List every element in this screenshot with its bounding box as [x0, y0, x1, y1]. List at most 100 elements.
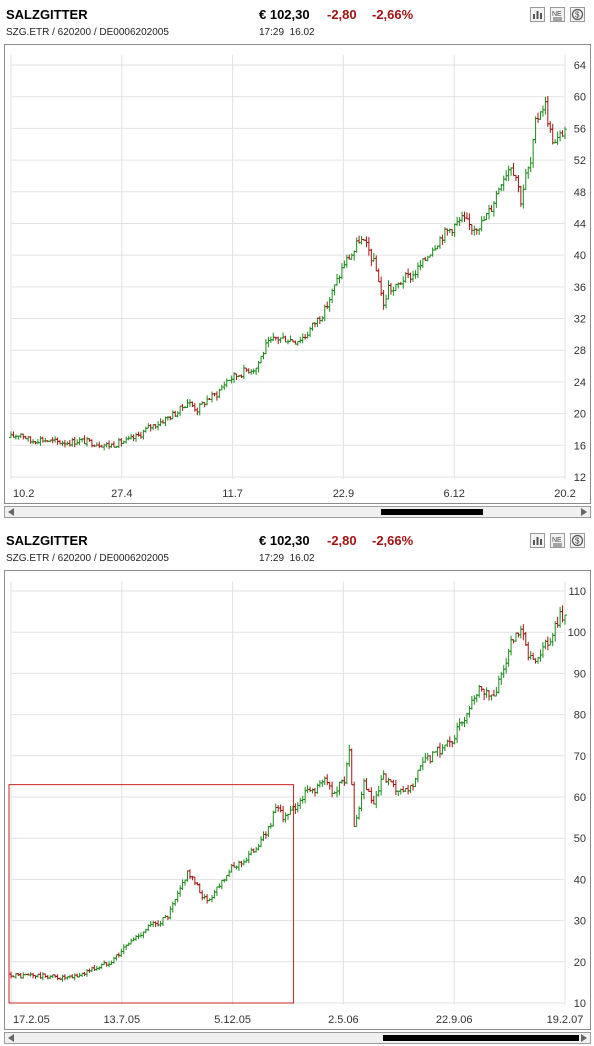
- ohlc-bar: [227, 869, 232, 877]
- ohlc-bar: [494, 686, 499, 697]
- ohlc-bar: [121, 944, 126, 955]
- ohlc-bar: [111, 441, 116, 448]
- ohlc-bar: [472, 225, 477, 236]
- y-tick-label: 10: [574, 998, 586, 1010]
- ohlc-bar: [374, 790, 379, 809]
- ohlc-bar: [131, 434, 136, 442]
- ohlc-bar: [361, 778, 366, 800]
- ohlc-bar: [540, 641, 545, 658]
- scroll-left-icon[interactable]: [6, 508, 16, 516]
- ohlc-bar: [335, 273, 340, 286]
- news-icon[interactable]: NE: [550, 533, 565, 548]
- ohlc-bar: [224, 874, 229, 882]
- scroll-right-icon[interactable]: [579, 508, 589, 516]
- y-tick-label: 20: [574, 409, 586, 421]
- scrollbar-thumb[interactable]: [383, 1035, 579, 1041]
- y-tick-label: 100: [568, 627, 586, 639]
- quote-date: 16.02: [289, 27, 315, 38]
- ohlc-bar: [322, 776, 327, 786]
- ohlc-bar: [496, 187, 501, 195]
- y-tick-label: 30: [574, 916, 586, 928]
- ohlc-bar: [170, 410, 175, 420]
- ohlc-bar: [43, 973, 48, 978]
- bar-chart-icon[interactable]: [530, 7, 545, 22]
- ohlc-bar: [263, 339, 268, 355]
- chart-scrollbar[interactable]: [4, 1032, 591, 1044]
- x-tick-label: 10.2: [13, 488, 34, 500]
- x-tick-label: 17.2.05: [13, 1014, 50, 1026]
- chart-scrollbar[interactable]: [4, 506, 591, 518]
- ohlc-bar: [553, 621, 558, 642]
- ohlc-bar: [337, 781, 342, 796]
- ohlc-bar: [75, 439, 80, 445]
- ohlc-bar: [491, 689, 496, 697]
- ohlc-bar: [349, 253, 354, 260]
- ohlc-bar: [151, 920, 156, 928]
- ohlc-bar: [60, 974, 65, 982]
- ohlc-bar: [72, 973, 77, 981]
- currency-icon[interactable]: $: [570, 7, 585, 22]
- ohlc-bar: [281, 332, 286, 339]
- ohlc-bar: [21, 972, 26, 979]
- scroll-right-icon[interactable]: [579, 1034, 589, 1042]
- ohlc-bar: [484, 687, 489, 698]
- ohlc-bar: [9, 971, 13, 979]
- ohlc-bar: [364, 236, 369, 248]
- quote-time-value: 17:29: [259, 553, 285, 564]
- ohlc-bar: [477, 228, 482, 236]
- ohlc-bar: [104, 442, 109, 448]
- ohlc-bar: [40, 972, 45, 981]
- y-tick-label: 32: [574, 314, 586, 326]
- price-change-percent: -2,66%: [372, 7, 414, 22]
- bar-chart-icon[interactable]: [530, 533, 545, 548]
- y-tick-label: 60: [574, 92, 586, 104]
- ohlc-bar: [354, 237, 359, 253]
- ohlc-bar: [249, 847, 254, 856]
- ohlc-bar: [440, 744, 445, 755]
- ohlc-bar: [369, 787, 374, 804]
- ohlc-bar: [295, 802, 300, 813]
- stock-identifiers: SZG.ETR / 620200 / DE0006202005: [6, 553, 169, 564]
- ohlc-bar: [55, 974, 60, 981]
- currency-icon[interactable]: $: [570, 533, 585, 548]
- ohlc-bar: [344, 254, 349, 268]
- scroll-left-icon[interactable]: [6, 1034, 16, 1042]
- ohlc-bar: [391, 779, 396, 788]
- scrollbar-thumb[interactable]: [381, 509, 483, 515]
- quote-time: 17:29 16.02: [259, 27, 315, 38]
- ohlc-bar: [452, 223, 457, 237]
- ohlc-bar: [408, 272, 413, 283]
- news-icon[interactable]: NE: [550, 7, 565, 22]
- x-tick-label: 20.2: [554, 488, 575, 500]
- price-change: -2,80: [327, 533, 357, 548]
- ohlc-bar: [320, 779, 325, 787]
- ohlc-bar: [425, 752, 430, 761]
- ohlc-bar: [489, 205, 494, 212]
- ohlc-bar: [364, 778, 369, 791]
- ohlc-chart-1year: 12 16 20 24 28 32 36 40 44 48 52 56 60 64 10.2 27.4 11.7…: [4, 44, 591, 504]
- ohlc-bar: [462, 716, 467, 728]
- stock-name: SALZGITTER: [6, 533, 88, 548]
- ohlc-bar: [180, 879, 185, 891]
- ohlc-bar: [452, 735, 457, 745]
- ohlc-bar: [241, 859, 246, 866]
- x-tick-label: 2.5.06: [328, 1014, 359, 1026]
- svg-text:NE: NE: [552, 11, 562, 18]
- ohlc-bar: [555, 616, 560, 628]
- ohlc-bar: [442, 744, 447, 752]
- ohlc-bar: [205, 894, 210, 904]
- ohlc-bar: [445, 228, 450, 236]
- ohlc-bar: [197, 883, 202, 894]
- ohlc-bar: [210, 391, 215, 403]
- ohlc-bar: [175, 890, 180, 903]
- y-tick-label: 50: [574, 833, 586, 845]
- ohlc-bar: [283, 335, 288, 343]
- ohlc-bar: [496, 675, 501, 694]
- ohlc-bar: [300, 333, 305, 344]
- ohlc-bar: [540, 105, 545, 117]
- ohlc-bar: [366, 237, 371, 256]
- svg-text:$: $: [575, 11, 580, 20]
- ohlc-bar: [555, 131, 560, 145]
- ohlc-bar: [219, 384, 224, 391]
- ohlc-bar: [38, 435, 43, 446]
